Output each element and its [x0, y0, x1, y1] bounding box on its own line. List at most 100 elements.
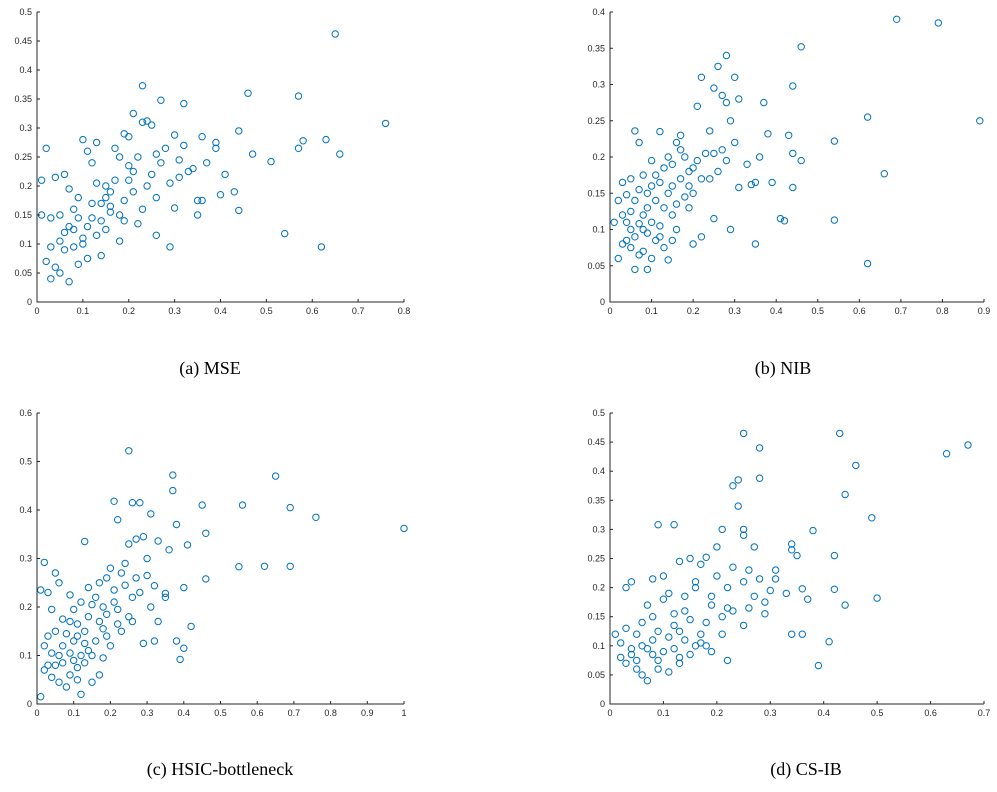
mse-point-65	[51, 263, 59, 271]
hsic-bottleneck-point-61	[106, 642, 115, 650]
mse-point-56	[317, 243, 326, 251]
cs-ib-point-68	[670, 645, 678, 653]
mse-point-55	[281, 229, 289, 238]
hsic-bottleneck-point-1	[169, 471, 177, 479]
mse-point-71	[97, 251, 105, 260]
hsic-bottleneck-point-75	[81, 659, 89, 667]
cs-ib-point-51	[638, 618, 646, 627]
hsic-bottleneck-point-48	[84, 613, 93, 621]
hsic-bottleneck-point-14	[172, 520, 181, 529]
cs-ib-y-tick-label-3: 0.15	[587, 612, 605, 622]
mse-point-21	[267, 157, 275, 166]
cs-ib-y-tick-label-9: 0.45	[587, 437, 605, 447]
mse-point-41	[106, 202, 115, 211]
cs-ib-point-96	[670, 621, 678, 630]
hsic-bottleneck-point-95	[136, 588, 144, 597]
nib-point-20	[706, 127, 714, 135]
hsic-bottleneck-point-63	[81, 639, 89, 648]
cs-ib-point-62	[798, 630, 806, 638]
nib-point-53	[660, 204, 668, 212]
cs-ib-point-32	[691, 583, 700, 592]
nib-point-18	[764, 130, 772, 138]
hsic-bottleneck-x-tick-label-0: 0	[34, 708, 39, 718]
mse-point-16	[42, 144, 50, 153]
hsic-bottleneck-point-45	[70, 605, 78, 614]
mse-point-48	[65, 222, 73, 231]
hsic-bottleneck-x-tick-label-2: 0.2	[104, 708, 117, 718]
mse-point-43	[70, 205, 78, 213]
hsic-bottleneck-point-105	[84, 646, 93, 655]
mse-point-100	[60, 228, 69, 237]
hsic-bottleneck-point-32	[180, 583, 188, 592]
hsic-bottleneck-point-93	[110, 586, 118, 594]
cs-ib-point-31	[665, 589, 673, 598]
hsic-bottleneck-y-tick-label-5: 0.5	[19, 457, 32, 467]
mse-point-36	[230, 188, 239, 196]
nib-x-tick-label-9: 0.9	[978, 306, 991, 316]
caption-cs-ib: (d) CS-IB	[770, 759, 842, 780]
cs-ib-point-44	[761, 598, 769, 606]
hsic-bottleneck-point-46	[59, 615, 67, 623]
nib-point-43	[676, 175, 685, 183]
mse-point-33	[175, 173, 183, 182]
cs-ib-point-4	[942, 450, 951, 458]
nib-point-90	[701, 149, 710, 158]
cs-ib-point-23	[702, 553, 710, 561]
hsic-bottleneck-point-94	[121, 581, 129, 589]
mse-point-32	[166, 179, 174, 187]
hsic-bottleneck-point-10	[147, 510, 155, 518]
hsic-bottleneck-point-78	[51, 661, 60, 669]
mse-point-69	[74, 260, 83, 268]
cs-ib-point-84	[649, 636, 657, 644]
hsic-bottleneck-point-27	[143, 571, 151, 580]
mse-point-102	[102, 193, 110, 202]
mse-point-101	[74, 214, 83, 222]
nib-point-94	[647, 182, 656, 190]
cs-ib-point-80	[686, 650, 694, 659]
mse-point-12	[235, 127, 243, 135]
nib-point-66	[830, 216, 839, 224]
cs-ib-point-94	[745, 566, 753, 574]
hsic-bottleneck-point-23	[125, 540, 133, 548]
nib-point-44	[697, 175, 706, 183]
nib-point-105	[627, 225, 635, 234]
hsic-bottleneck-point-111	[73, 663, 82, 672]
mse-axes: 0 0.1 0.2 0.3 0.4 0.5 0.6 0.7 0.8 0 0.05 0.1 0.15 0.2…	[14, 7, 410, 316]
cs-ib-point-98	[702, 618, 710, 627]
mse-point-24	[134, 153, 142, 161]
mse-point-86	[97, 217, 105, 225]
cs-ib-point-22	[713, 543, 721, 551]
hsic-bottleneck-point-31	[202, 575, 210, 583]
cs-ib-point-52	[622, 624, 630, 632]
cs-ib-x-tick-label-3: 0.3	[764, 708, 777, 718]
nib-point-110	[751, 178, 760, 187]
cs-ib-y-tick-label-2: 0.1	[592, 641, 605, 651]
hsic-bottleneck-point-16	[154, 537, 162, 545]
cs-ib-point-101	[675, 653, 684, 662]
mse-point-57	[166, 243, 174, 251]
nib-point-12	[735, 95, 743, 103]
nib-point-67	[751, 240, 760, 248]
nib-point-103	[652, 236, 660, 245]
hsic-bottleneck-point-102	[128, 617, 137, 626]
hsic-bottleneck-point-11	[312, 513, 320, 521]
hsic-bottleneck-point-4	[110, 497, 118, 505]
hsic-bottleneck-y-tick-label-3: 0.3	[19, 554, 32, 564]
cs-ib-point-87	[617, 639, 625, 647]
nib-y-tick-label-1: 0.05	[587, 261, 605, 271]
mse-point-61	[70, 243, 78, 251]
mse-point-103	[129, 167, 138, 176]
cs-ib-point-107	[766, 586, 774, 595]
nib-x-tick-label-4: 0.4	[770, 306, 783, 316]
hsic-bottleneck-point-57	[150, 637, 159, 645]
cs-ib-point-58	[718, 630, 726, 638]
hsic-bottleneck-point-0	[125, 447, 133, 455]
mse-x-tick-label-2: 0.2	[122, 306, 135, 316]
nib-point-86	[652, 171, 660, 179]
caption-hsic-bottleneck: (c) HSIC-bottleneck	[147, 759, 293, 780]
mse-point-30	[92, 179, 101, 187]
mse-markers	[37, 30, 390, 286]
nib-point-91	[718, 146, 726, 154]
nib-point-70	[689, 240, 697, 248]
hsic-bottleneck-point-19	[183, 541, 192, 549]
